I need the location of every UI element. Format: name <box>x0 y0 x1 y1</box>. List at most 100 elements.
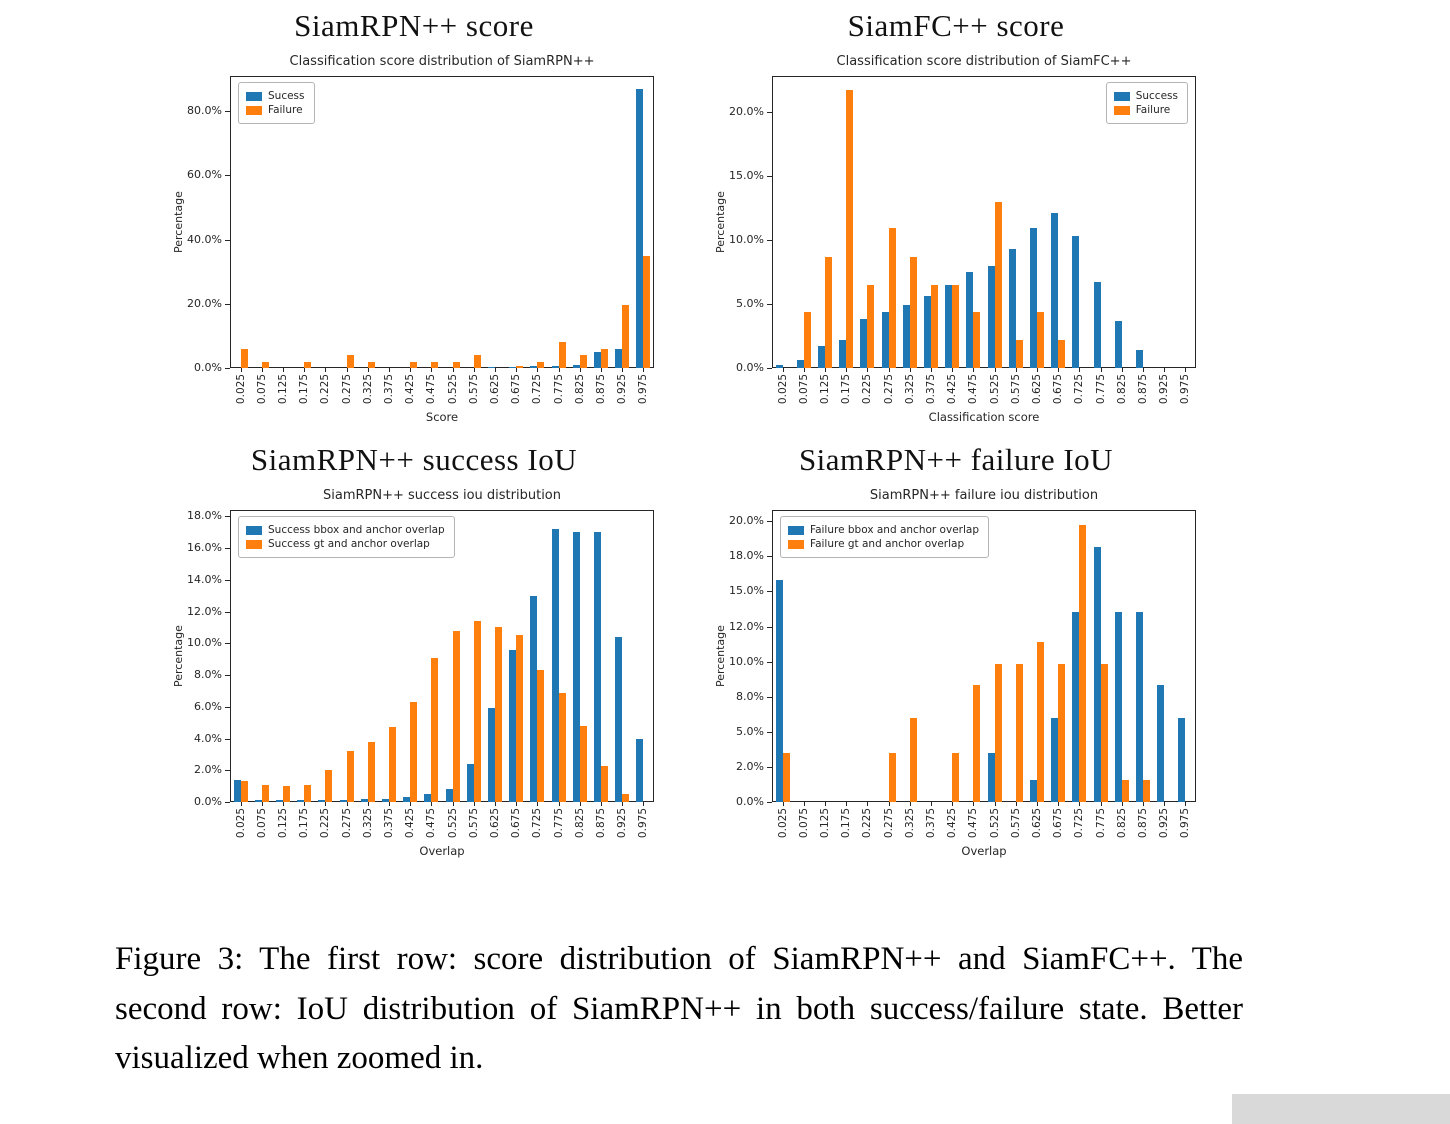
y-tick-label: 10.0% <box>187 636 222 650</box>
bar-series1 <box>1030 228 1037 368</box>
x-tick-label: 0.125 <box>819 808 831 839</box>
bar-series1 <box>530 366 538 368</box>
x-tick-mark <box>1100 368 1102 372</box>
x-tick-label: 0.875 <box>595 808 607 839</box>
x-tick-label: 0.975 <box>637 374 650 405</box>
bar-series2 <box>579 355 587 368</box>
bar-series2 <box>1100 664 1108 802</box>
x-tick-label: 0.575 <box>467 374 480 405</box>
legend: Success bbox and anchor overlap Success g… <box>238 516 455 558</box>
bar-series1 <box>1178 717 1186 802</box>
x-tick-label: 0.875 <box>1137 374 1149 405</box>
legend-swatch <box>1113 91 1130 101</box>
legend-label: Success gt and anchor overlap <box>268 538 430 550</box>
chart-figure-siamrpnpp-score: Classification score distribution of Sia… <box>168 50 660 430</box>
y-tick-label: 20.0% <box>729 514 764 528</box>
y-tick-label: 0.0% <box>194 361 222 374</box>
x-tick-label: 0.425 <box>946 374 959 405</box>
legend-swatch <box>1113 105 1130 115</box>
bar-series2 <box>994 664 1002 802</box>
chart-figure-siamfcpp-score: Classification score distribution of Sia… <box>710 50 1202 430</box>
x-tick-mark <box>1121 368 1123 372</box>
chart-figure-siamrpnpp-success-iou: SiamRPN++ success iou distribution Percen… <box>168 484 660 864</box>
x-tick-mark <box>410 802 412 806</box>
bar-series1 <box>636 738 644 802</box>
y-tick-mark <box>767 802 772 803</box>
y-tick-mark <box>225 239 230 241</box>
x-tick-mark <box>473 368 475 372</box>
bar-series2 <box>410 702 418 802</box>
bar-series1 <box>1136 350 1143 368</box>
plot-area <box>772 76 1196 368</box>
legend-label: Failure <box>1135 104 1171 116</box>
x-tick-label: 0.025 <box>776 374 789 405</box>
bar-series2 <box>888 228 896 368</box>
x-tick-mark <box>261 368 263 372</box>
bar-series2 <box>931 284 938 368</box>
x-tick-label: 0.175 <box>840 374 853 405</box>
x-tick-label: 0.525 <box>446 374 459 405</box>
x-tick-label: 0.225 <box>861 808 874 839</box>
y-axis-label: Percentage <box>714 191 727 253</box>
x-tick-mark <box>931 368 932 372</box>
bar-series1 <box>1030 779 1037 802</box>
x-tick-mark <box>1015 368 1017 372</box>
x-tick-label: 0.625 <box>1031 808 1043 839</box>
bar-series2 <box>346 751 354 802</box>
y-tick-mark <box>225 706 230 708</box>
x-tick-mark <box>1164 802 1166 806</box>
bar-series2 <box>537 361 545 368</box>
x-tick-label: 0.075 <box>797 808 810 839</box>
x-tick-mark <box>1143 368 1144 372</box>
x-tick-mark <box>1164 368 1166 372</box>
x-tick-mark <box>888 802 890 806</box>
x-tick-mark <box>994 802 996 806</box>
bar-series1 <box>551 366 559 368</box>
x-tick-label: 0.325 <box>361 808 374 839</box>
legend-label: Failure <box>268 104 303 116</box>
bar-series2 <box>410 361 418 368</box>
x-tick-mark <box>367 802 369 806</box>
y-tick-mark <box>767 521 772 523</box>
chart-heading: SiamRPN++ score <box>294 8 534 43</box>
x-tick-mark <box>622 368 624 372</box>
chart-panel-siamrpnpp-success-iou: SiamRPN++ success IoU SiamRPN++ success … <box>168 438 660 864</box>
bar-series2 <box>304 361 312 368</box>
bar-series2 <box>994 201 1002 368</box>
x-tick-mark <box>803 368 805 372</box>
y-tick-label: 16.0% <box>187 541 222 555</box>
bar-series2 <box>240 348 248 368</box>
bar-series2 <box>431 657 439 802</box>
bar-series2 <box>579 725 587 802</box>
y-tick-label: 0.0% <box>194 795 222 808</box>
y-tick-label: 5.0% <box>736 296 764 310</box>
x-tick-mark <box>558 368 560 372</box>
x-tick-label: 0.875 <box>595 374 607 405</box>
charts-grid: SiamRPN++ score Classification score dis… <box>168 4 1202 864</box>
bar-series1 <box>839 339 847 368</box>
x-tick-label: 0.675 <box>1052 374 1065 405</box>
plot-area <box>230 76 654 368</box>
x-tick-label: 0.925 <box>616 808 629 839</box>
bar-series2 <box>325 770 333 802</box>
bar-series2 <box>888 752 896 802</box>
plot-title: Classification score distribution of Sia… <box>289 54 595 69</box>
x-tick-label: 0.975 <box>1179 808 1192 839</box>
y-tick-mark <box>767 766 772 768</box>
y-tick-label: 18.0% <box>187 509 222 523</box>
x-tick-label: 0.475 <box>967 374 980 405</box>
y-tick-mark <box>225 579 230 581</box>
y-tick-mark <box>225 611 230 613</box>
bar-series2 <box>537 670 545 802</box>
bar-series2 <box>452 361 460 368</box>
x-tick-label: 0.775 <box>1094 374 1107 405</box>
y-tick-label: 40.0% <box>187 232 222 246</box>
y-tick-label: 0.0% <box>736 795 764 808</box>
x-tick-mark <box>516 368 518 372</box>
x-tick-mark <box>973 802 975 806</box>
chart-panel-siamrpnpp-failure-iou: SiamRPN++ failure IoU SiamRPN++ failure … <box>710 438 1202 864</box>
legend-swatch <box>788 539 804 549</box>
x-tick-label: 0.675 <box>510 808 523 839</box>
bar-series2 <box>973 311 981 368</box>
y-tick-label: 12.0% <box>729 619 764 633</box>
